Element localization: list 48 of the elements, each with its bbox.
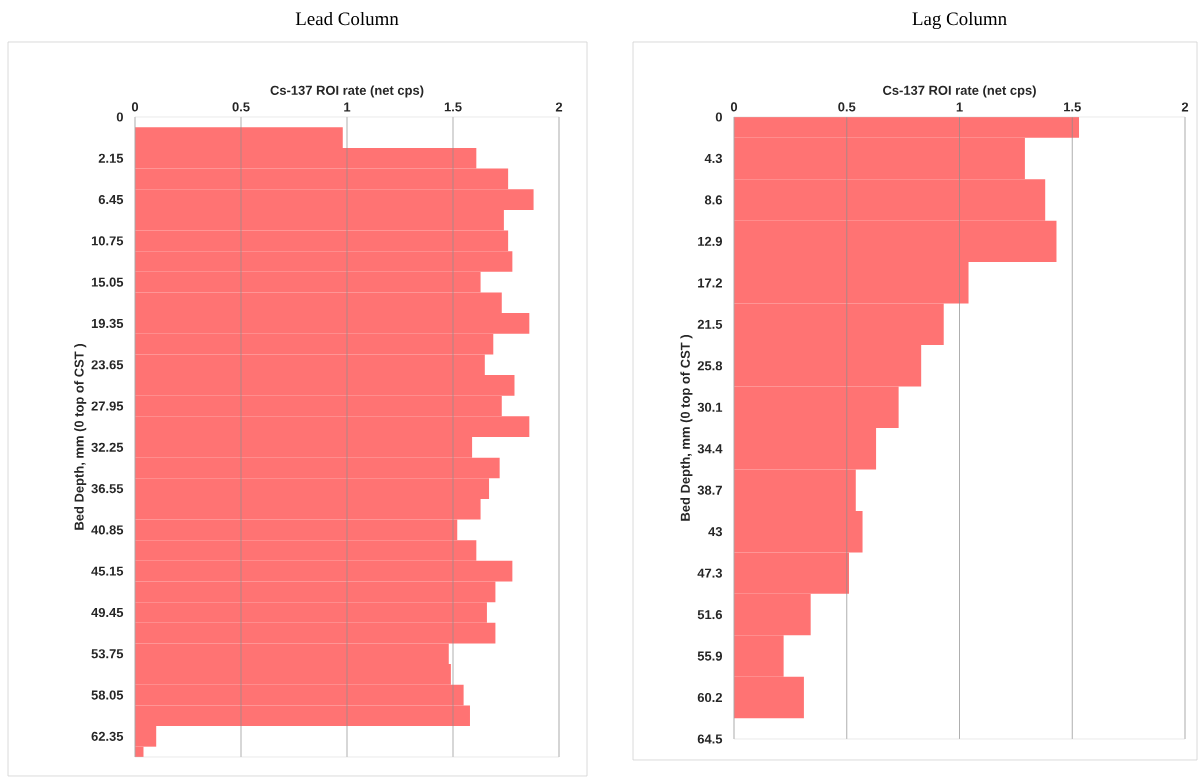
x-tick-label: 1: [956, 102, 963, 112]
y-axis-title: Bed Depth, mm (0 top of CST ): [74, 344, 87, 530]
y-tick-label: 64.5: [697, 734, 723, 744]
y-tick-label: 27.95: [91, 401, 124, 411]
y-tick-label: 58.05: [91, 690, 124, 700]
y-tick-label: 30.1: [697, 402, 723, 412]
x-tick-label: 2: [1181, 102, 1189, 112]
y-tick-label: 53.75: [91, 649, 124, 659]
y-tick-label: 62.35: [91, 731, 124, 741]
x-axis-title: Cs-137 ROI rate (net cps): [270, 85, 424, 98]
y-tick-label: 25.8: [697, 361, 723, 371]
y-tick-label: 21.5: [697, 319, 723, 329]
y-tick-label: 8.6: [704, 195, 723, 205]
y-tick-label: 36.55: [91, 484, 124, 494]
y-tick-label: 2.15: [98, 153, 124, 163]
y-tick-label: 34.4: [697, 444, 723, 454]
y-tick-label: 15.05: [91, 277, 124, 287]
x-tick-label: 1.5: [444, 102, 462, 112]
y-tick-label: 38.7: [697, 485, 722, 495]
y-tick-label: 60.2: [697, 692, 722, 703]
x-tick-label: 1.5: [1064, 102, 1081, 112]
y-tick-label: 12.9: [698, 236, 723, 246]
y-axis-title: Bed Depth, mm (0 top of CST ): [680, 335, 693, 521]
y-tick-label: 0: [116, 112, 123, 122]
y-tick-label: 23.65: [91, 360, 124, 370]
x-tick-label: 2: [555, 102, 563, 112]
chart-title: Lead Column: [295, 11, 399, 26]
y-tick-label: 10.75: [91, 236, 124, 246]
y-tick-label: 45.15: [91, 566, 124, 576]
x-axis-title: Cs-137 ROI rate (net cps): [883, 85, 1036, 98]
y-tick-label: 6.45: [98, 194, 124, 205]
x-tick-label: 0.5: [838, 102, 856, 112]
x-tick-label: 0.5: [232, 102, 250, 112]
y-tick-label: 0: [715, 112, 722, 122]
y-tick-label: 49.45: [91, 607, 124, 618]
y-tick-label: 32.25: [91, 442, 124, 452]
x-tick-label: 0: [730, 102, 738, 112]
y-tick-label: 17.2: [698, 278, 722, 288]
y-tick-label: 43: [708, 527, 723, 537]
y-tick-label: 4.3: [704, 153, 723, 164]
y-tick-label: 47.3: [697, 568, 723, 578]
x-tick-label: 1: [344, 102, 351, 112]
chart-title: Lag Column: [912, 11, 1007, 30]
x-tick-label: 0: [131, 102, 139, 112]
y-tick-label: 40.85: [91, 525, 124, 535]
y-tick-label: 55.9: [697, 651, 723, 661]
y-tick-label: 51.6: [697, 610, 723, 620]
y-tick-label: 19.35: [91, 318, 124, 329]
